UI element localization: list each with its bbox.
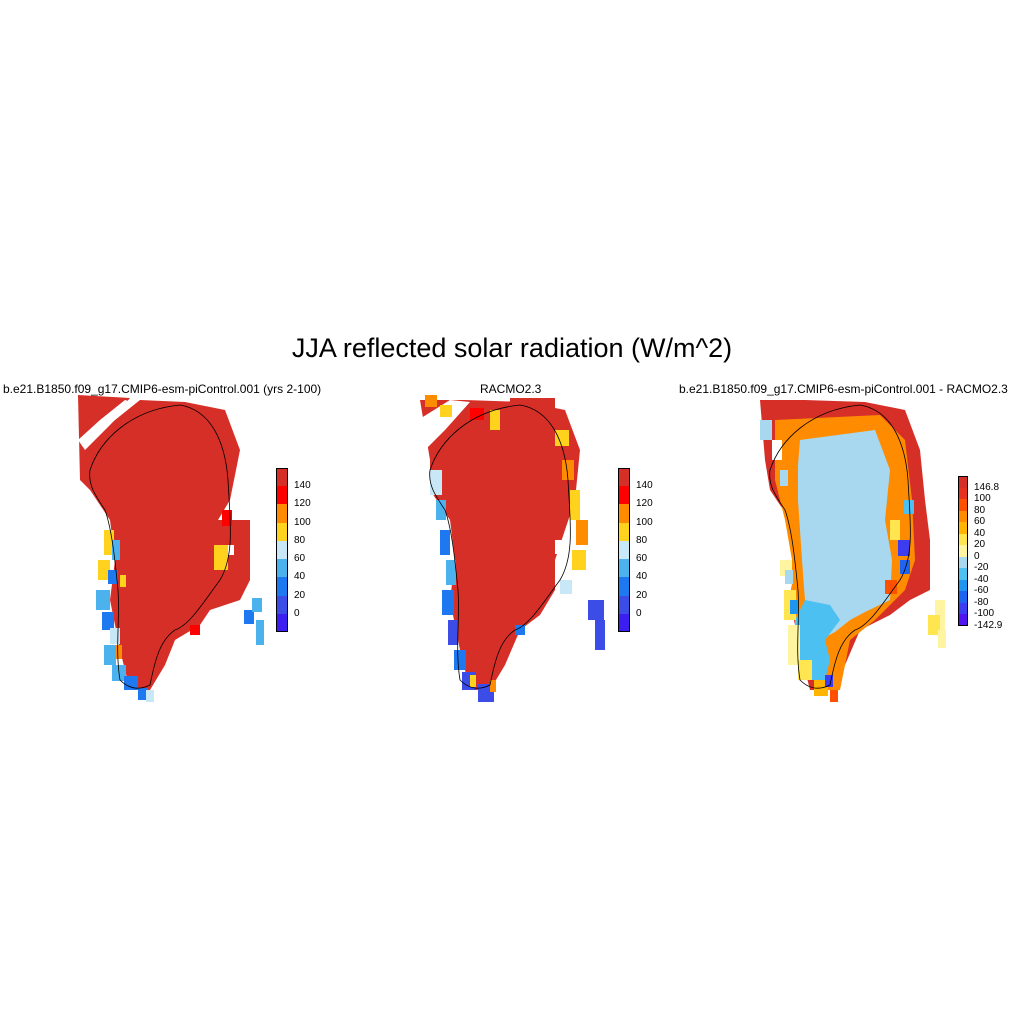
greenland-land-obs <box>418 395 605 702</box>
colorbar-label: 0 <box>974 550 980 562</box>
colorbar-label: -40 <box>974 573 989 585</box>
panel-title-diff: b.e21.B1850.f09_g17.CMIP6-esm-piControl.… <box>679 382 1008 396</box>
panel-title-model: b.e21.B1850.f09_g17.CMIP6-esm-piControl.… <box>3 382 322 396</box>
colorbar-obs: 140 120 100 80 60 40 20 0 <box>618 468 653 632</box>
colorbar-label: -142.9 <box>974 620 1003 631</box>
colorbar-label: 40 <box>294 571 306 583</box>
colorbar-label: -80 <box>974 596 989 608</box>
colorbar-label: 60 <box>636 553 648 565</box>
figure-title: JJA reflected solar radiation (W/m^2) <box>291 333 733 363</box>
colorbar-label: 20 <box>974 539 986 551</box>
colorbar-label: 80 <box>294 534 306 546</box>
panel-title-obs: RACMO2.3 <box>480 382 542 396</box>
greenland-land-diff <box>760 400 946 702</box>
colorbar-frame <box>618 468 630 632</box>
colorbar-label: 140 <box>636 480 653 492</box>
colorbar-label: 120 <box>636 498 653 510</box>
colorbar-label: 40 <box>974 527 986 539</box>
colorbar-label: 0 <box>294 607 300 619</box>
greenland-land-model <box>78 395 264 702</box>
colorbar-frame <box>276 468 288 632</box>
colorbar-frame <box>958 476 968 626</box>
colorbar-label: -60 <box>974 585 989 597</box>
greenland-map-obs <box>418 395 605 702</box>
greenland-map-diff <box>760 400 946 702</box>
colorbar-label: 146.8 <box>974 481 1000 493</box>
colorbar-label: 80 <box>974 504 986 516</box>
colorbar-label: 40 <box>636 571 648 583</box>
colorbar-label: -100 <box>974 608 995 620</box>
colorbar-diff: 146.8 100 80 60 40 20 0 -20 -40 -60 -80 -100 -142.9 <box>958 476 1002 631</box>
colorbar-label: 60 <box>294 553 306 565</box>
coastline-obs <box>429 404 571 689</box>
colorbar-label: 0 <box>636 607 642 619</box>
colorbar-model: 140 120 100 80 60 40 20 0 <box>276 468 311 632</box>
colorbar-label: 100 <box>294 516 311 528</box>
colorbar-label: 100 <box>636 516 653 528</box>
colorbar-label: 140 <box>294 480 311 492</box>
colorbar-label: -20 <box>974 562 989 574</box>
coastline-diff <box>769 404 911 689</box>
greenland-map-model <box>78 395 264 702</box>
colorbar-label: 120 <box>294 498 311 510</box>
colorbar-label: 100 <box>974 493 991 505</box>
colorbar-label: 20 <box>294 589 306 601</box>
colorbar-label: 60 <box>974 516 986 528</box>
coastline-model <box>89 404 231 689</box>
colorbar-label: 20 <box>636 589 648 601</box>
colorbar-label: 80 <box>636 534 648 546</box>
